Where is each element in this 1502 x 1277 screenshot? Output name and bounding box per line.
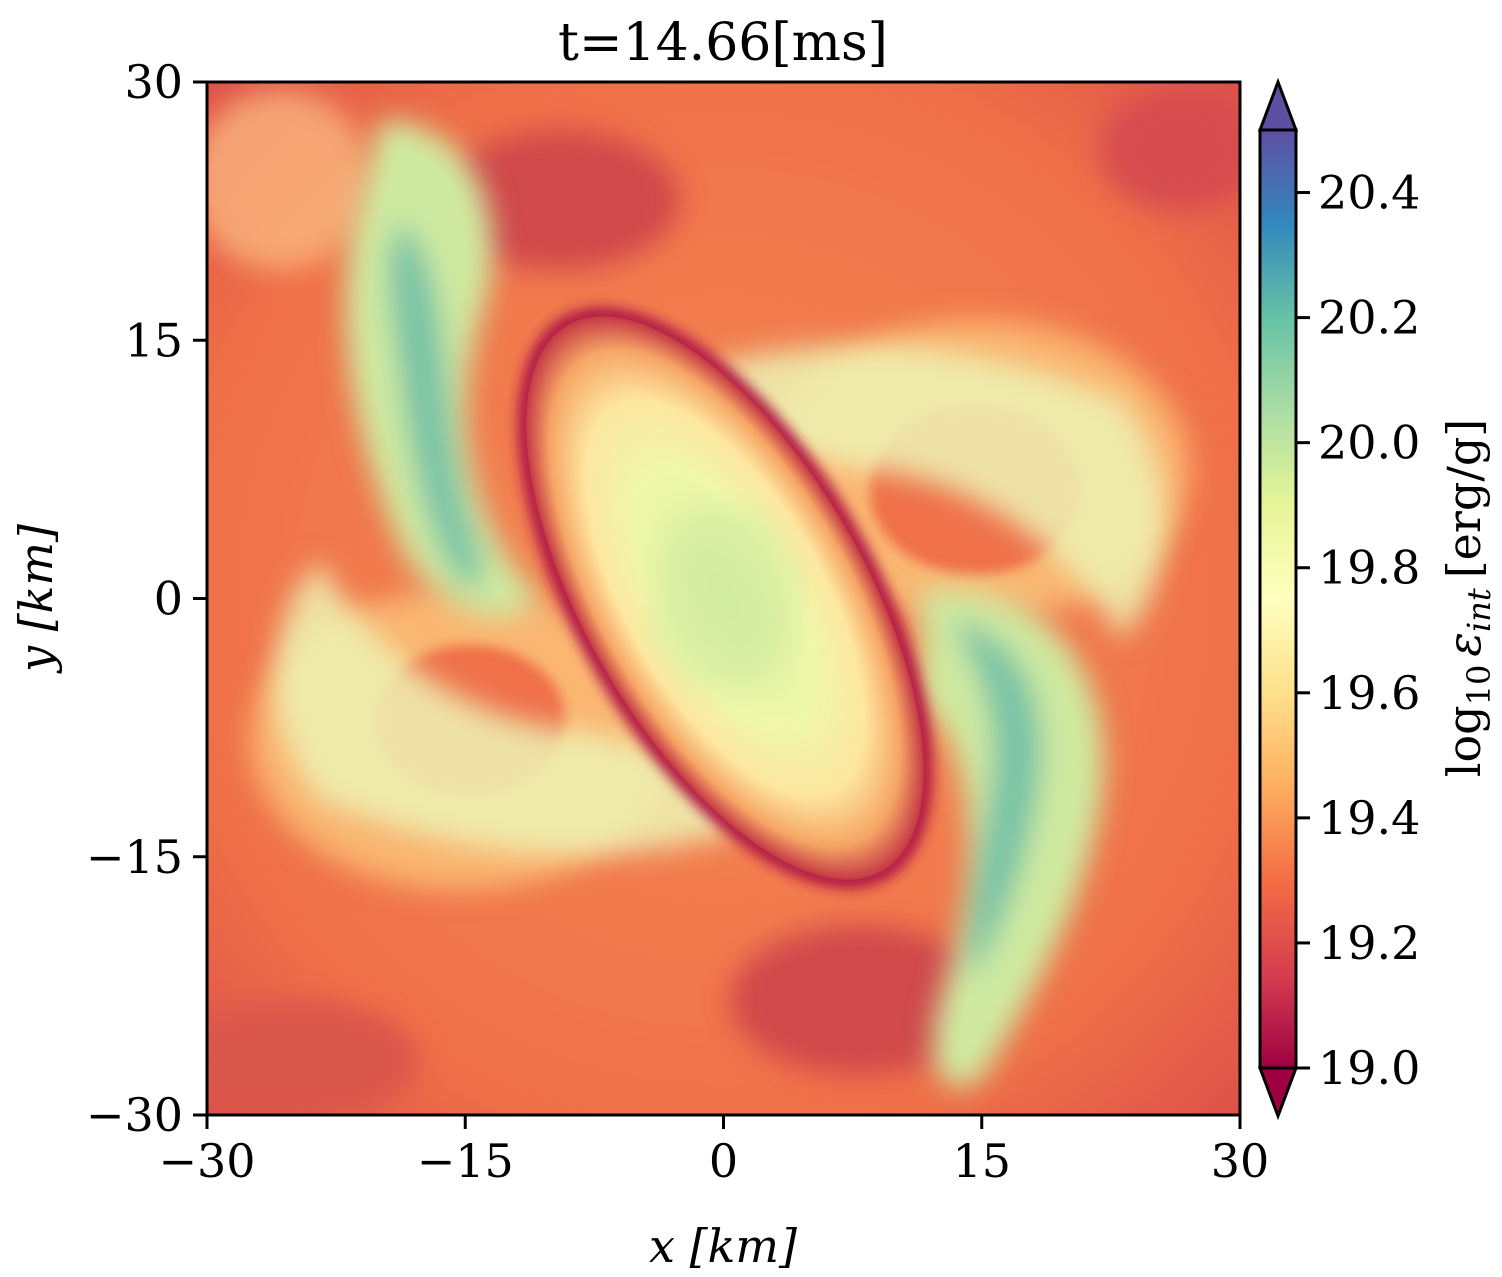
colorbar-tick-label: 19.6 <box>1318 666 1420 720</box>
colorbar-tick-label: 19.8 <box>1318 541 1420 595</box>
colorbar: 19.0 19.2 19.4 19.6 19.8 20.0 20.2 20.4 log10εi… <box>1257 77 1498 1121</box>
field-spiral-arms <box>275 120 1165 1088</box>
colorbar-ticks: 19.0 19.2 19.4 19.6 19.8 20.0 20.2 20.4 <box>1296 166 1420 1095</box>
x-tick-label: 0 <box>709 1134 738 1188</box>
y-tick-label: −30 <box>86 1088 183 1142</box>
y-axis-label: y [km] <box>9 524 63 674</box>
x-tick-label: −15 <box>417 1134 514 1188</box>
field-dark-bands <box>207 90 1240 1115</box>
colorbar-tick-label: 19.0 <box>1318 1041 1420 1095</box>
colorbar-extend-top <box>1257 77 1299 132</box>
x-tick-label: 30 <box>1211 1134 1270 1188</box>
y-tick-label: 30 <box>124 55 183 109</box>
colorbar-label: log10εint[erg/g] <box>1437 419 1498 777</box>
y-tick-label: −15 <box>86 830 183 884</box>
y-tick-label: 15 <box>124 313 183 367</box>
colorbar-tick-label: 20.2 <box>1318 291 1420 345</box>
y-tick-label: 0 <box>154 572 183 626</box>
colorbar-tick-label: 20.4 <box>1318 166 1420 220</box>
x-tick-label: −30 <box>158 1134 255 1188</box>
colorbar-tick-label: 20.0 <box>1318 416 1420 470</box>
colorbar-extend-bottom <box>1257 1066 1299 1121</box>
x-axis: −30 −15 0 15 30 <box>158 1115 1269 1188</box>
colorbar-gradient <box>1258 128 1298 1070</box>
x-axis-label: x [km] <box>649 1219 797 1273</box>
colorbar-tick-label: 19.4 <box>1318 791 1420 845</box>
field-core <box>516 306 934 890</box>
y-axis: −30 −15 0 15 30 <box>86 55 207 1142</box>
chart-title: t=14.66[ms] <box>558 13 888 73</box>
x-tick-label: 15 <box>952 1134 1011 1188</box>
heatmap-field <box>207 82 1240 1115</box>
colorbar-tick-label: 19.2 <box>1318 916 1420 970</box>
